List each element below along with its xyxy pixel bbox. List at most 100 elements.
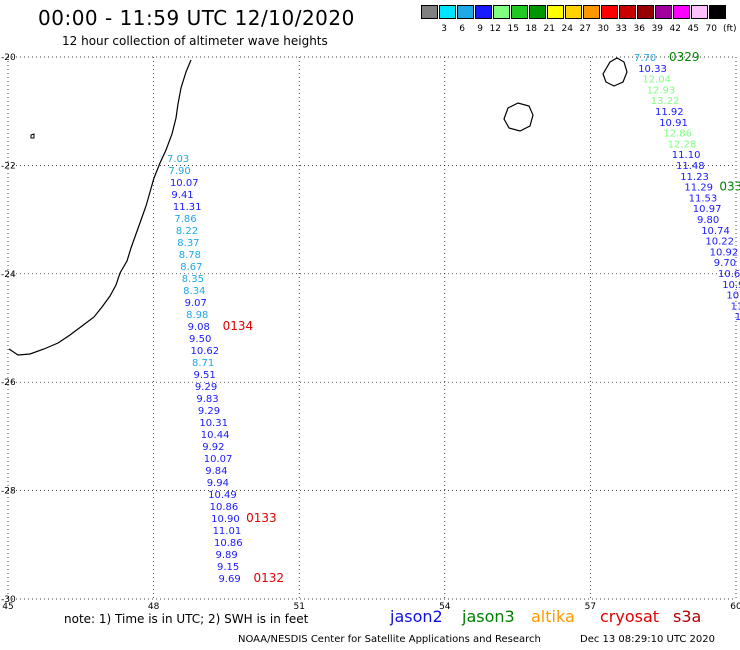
swh-observation: 11. [731, 301, 740, 312]
swh-observation: 10.33 [638, 64, 667, 75]
swh-observation: 10.9 [722, 280, 740, 291]
legend-swatch [691, 5, 708, 19]
legend-swatch [529, 5, 546, 19]
swh-observation: 10.97 [693, 204, 722, 215]
swh-observation: 7.03 [167, 154, 189, 165]
legend-swatch-label: 70 [705, 24, 717, 34]
legend-swatch [583, 5, 600, 19]
pass-time-label: 0329 [669, 50, 700, 64]
legend-swatch [601, 5, 618, 19]
legend-unit-label: (ft) [723, 24, 737, 34]
swh-observation: 12.86 [663, 129, 692, 140]
swh-observation: 9.08 [188, 322, 210, 333]
swh-observation: 11.31 [173, 202, 202, 213]
legend-swatch-label: 27 [579, 24, 591, 34]
legend-swatch-label: 33 [615, 24, 627, 34]
legend-swatch [673, 5, 690, 19]
page-subtitle: 12 hour collection of altimeter wave hei… [62, 34, 328, 48]
legend-swatch-label: 12 [489, 24, 501, 34]
swh-observation: 10.92 [710, 247, 739, 258]
swh-observation: 9.29 [198, 406, 220, 417]
swh-observation: 10.90 [211, 514, 240, 525]
swh-observation: 9.94 [207, 478, 229, 489]
swh-observation: 10.66 [718, 269, 740, 280]
swh-observation: 11.92 [655, 107, 684, 118]
swh-observation: 10.07 [204, 454, 233, 465]
swh-observation: 11.53 [689, 193, 718, 204]
swh-observation: 8.34 [183, 286, 205, 297]
legend-swatch [655, 5, 672, 19]
coastline [8, 57, 628, 356]
swh-observation: 12.93 [647, 85, 676, 96]
pass-time-label: 0134 [223, 319, 254, 333]
satellite-s3a-label: s3a [673, 607, 702, 626]
legend-swatch-label: 18 [525, 24, 537, 34]
swh-observation: 9.50 [189, 334, 211, 345]
swh-observation: 10.74 [701, 226, 730, 237]
swh-observation: 10.5 [726, 291, 740, 302]
units-note: note: 1) Time is in UTC; 2) SWH is in fe… [64, 612, 309, 626]
swh-observation: 10.86 [210, 502, 239, 513]
legend-swatch-label: 9 [477, 24, 483, 34]
legend-swatch-label: 39 [651, 24, 663, 34]
lon-tick-label: 51 [293, 602, 304, 612]
swh-observation: 9.29 [195, 382, 217, 393]
swh-observation: 9.69 [218, 574, 240, 585]
lon-tick-label: 60 [730, 602, 740, 612]
page-title: 00:00 - 11:59 UTC 12/10/2020 [38, 6, 355, 30]
pass-time-label: 033 [719, 180, 740, 194]
legend-swatch [565, 5, 582, 19]
swh-observation: 7.70 [634, 53, 656, 64]
swh-observation: 7.90 [168, 166, 190, 177]
swh-observation: 10.86 [214, 538, 243, 549]
legend-swatch [709, 5, 726, 19]
legend-swatch [439, 5, 456, 19]
lon-tick-label: 54 [439, 602, 451, 612]
swh-observation: 9.15 [217, 562, 239, 573]
swh-observation: 10.44 [201, 430, 230, 441]
map-axes: 45 48 51 54 57 60 -20 -22 -24 -26 -28 -30 [1, 53, 740, 612]
lat-tick-label: -24 [1, 270, 16, 280]
legend-swatch-label: 36 [633, 24, 645, 34]
swh-observation: 9.51 [193, 370, 215, 381]
lat-tick-label: -26 [1, 378, 16, 388]
legend-swatch-label: 21 [543, 24, 555, 34]
legend-swatch [421, 5, 438, 19]
swh-observation: 10.31 [199, 418, 228, 429]
lat-tick-label: -28 [1, 487, 16, 497]
legend-swatch [637, 5, 654, 19]
swh-observation: 11.48 [676, 161, 705, 172]
swh-observation: 9.84 [205, 466, 227, 477]
legend-swatch [547, 5, 564, 19]
legend-swatch-label: 3 [441, 24, 447, 34]
swh-observation: 8.71 [192, 358, 214, 369]
pass-time-label: 0133 [246, 511, 277, 525]
swh-observation: 10.91 [659, 118, 688, 129]
legend-swatch-label: 30 [597, 24, 609, 34]
altimeter-pass-west: 7.037.9010.079.4111.317.868.228.378.788.… [167, 154, 284, 585]
legend-swatch-label: 15 [507, 24, 519, 34]
swh-observation: 12.04 [642, 75, 671, 86]
swh-observation: 8.98 [186, 310, 208, 321]
legend-swatch [457, 5, 474, 19]
swh-observation: 8.22 [176, 226, 198, 237]
swh-observation: 13.22 [651, 96, 680, 107]
mauritius-islet [30, 133, 35, 139]
swh-observation: 9.41 [171, 190, 193, 201]
lon-tick-label: 57 [585, 602, 596, 612]
swh-observation: 9.92 [202, 442, 224, 453]
legend-swatch-label: 6 [459, 24, 465, 34]
legend-swatch-label: 45 [687, 24, 699, 34]
generation-timestamp: Dec 13 08:29:10 UTC 2020 [580, 634, 715, 645]
legend-swatch [619, 5, 636, 19]
madagascar-coastline [8, 59, 192, 356]
satellite-jason3-label: jason3 [462, 607, 515, 626]
swh-observation: 9.83 [196, 394, 218, 405]
swh-observation: 8.37 [177, 238, 199, 249]
credit-line: NOAA/NESDIS Center for Satellite Applica… [238, 634, 541, 645]
map-grid [7, 56, 737, 600]
swh-observation: 9.70 [714, 258, 736, 269]
mauritius-island [602, 57, 628, 87]
